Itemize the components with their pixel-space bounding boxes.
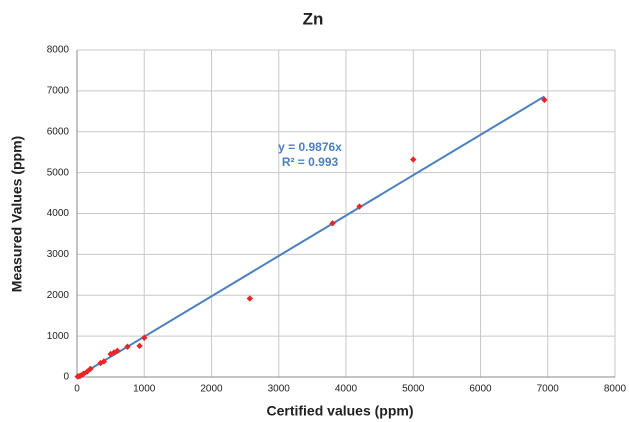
y-tick-label: 8000	[47, 45, 70, 56]
data-point	[356, 203, 363, 210]
data-point	[114, 347, 121, 355]
trendline	[76, 95, 545, 378]
data-point	[141, 334, 148, 341]
y-tick-label: 2000	[47, 290, 70, 301]
data-point	[246, 295, 254, 302]
data-point	[329, 220, 336, 227]
y-tick-label: 3000	[47, 249, 70, 260]
x-tick-label: 6000	[469, 384, 492, 395]
data-point	[136, 342, 143, 350]
x-tick-label: 8000	[604, 384, 627, 395]
trendline-r2: R² = 0.993	[282, 155, 339, 169]
chart-title: Zn	[303, 9, 324, 28]
data-point	[541, 96, 548, 104]
x-tick-label: 3000	[268, 384, 291, 395]
x-tick-label: 4000	[335, 384, 358, 395]
data-point	[100, 358, 108, 365]
y-axis-label: Measured Values (ppm)	[9, 136, 25, 292]
x-tick-label: 0	[74, 384, 80, 395]
x-tick-label: 2000	[200, 384, 223, 395]
data-point	[80, 370, 87, 377]
data-point	[124, 343, 131, 350]
data-point	[410, 156, 417, 163]
x-tick-label: 7000	[537, 384, 560, 395]
x-tick-label: 5000	[402, 384, 425, 395]
x-tick-label: 1000	[133, 384, 156, 395]
y-tick-label: 4000	[47, 208, 70, 219]
y-tick-label: 0	[63, 372, 69, 383]
x-axis-label: Certified values (ppm)	[266, 403, 413, 419]
y-tick-label: 6000	[47, 126, 70, 137]
trendline-equation: y = 0.9876x	[278, 140, 342, 154]
data-point	[87, 365, 94, 373]
y-tick-label: 5000	[47, 167, 70, 178]
y-tick-label: 7000	[47, 86, 70, 97]
data-point	[97, 359, 104, 367]
y-tick-label: 1000	[47, 331, 70, 342]
